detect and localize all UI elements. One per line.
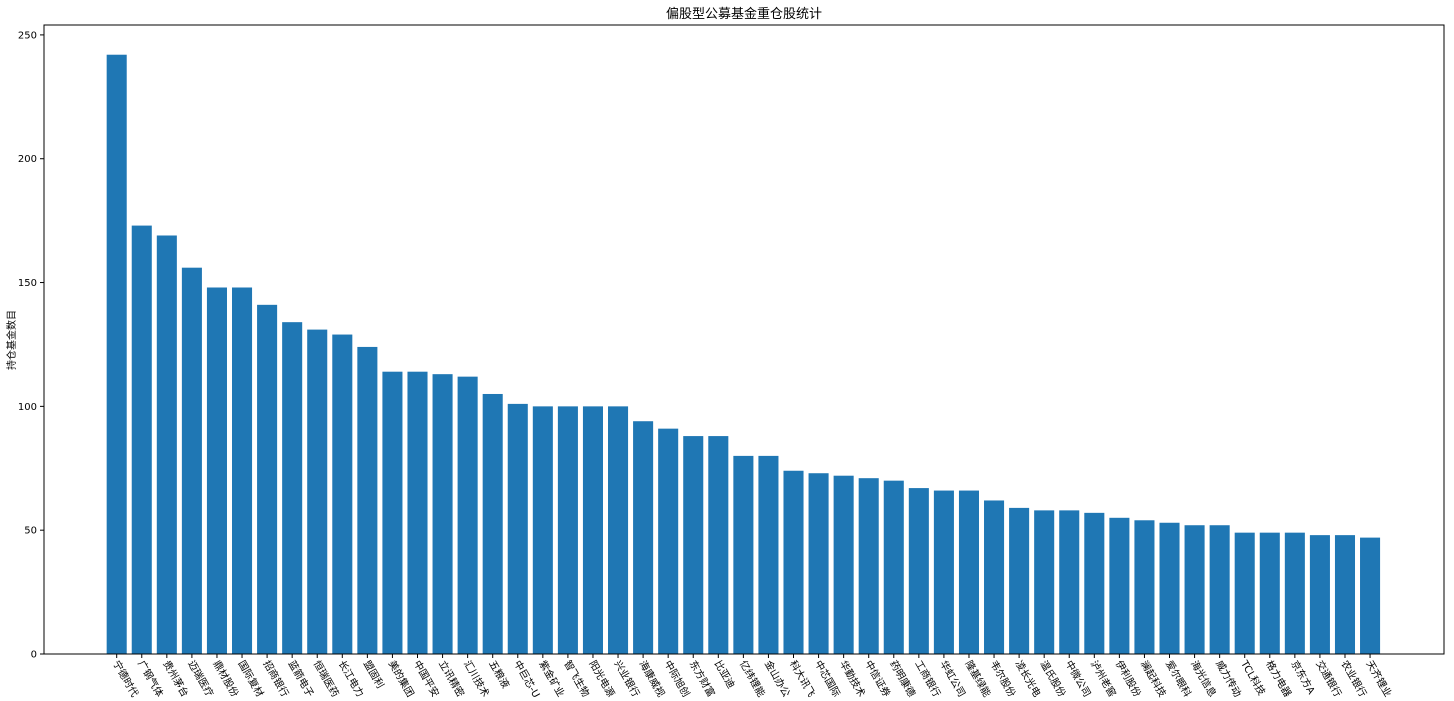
bar: [106, 54, 127, 654]
bar: [432, 374, 453, 654]
bar: [758, 455, 779, 654]
y-tick-label: 200: [18, 154, 37, 165]
bar: [332, 334, 353, 654]
bar: [733, 455, 754, 654]
bar: [1284, 532, 1305, 654]
bar: [933, 490, 954, 654]
bar: [783, 470, 804, 654]
x-tick-label: 盟固利: [361, 659, 386, 691]
bar: [1034, 510, 1055, 654]
bar: [457, 376, 478, 654]
bar: [482, 393, 503, 654]
bar: [708, 436, 729, 654]
y-tick-label: 150: [18, 278, 37, 289]
bar: [1009, 507, 1030, 654]
bar: [1084, 512, 1105, 654]
bar: [257, 304, 278, 654]
x-tick-label: 比亚迪: [712, 659, 737, 691]
y-tick-label: 0: [31, 650, 37, 661]
bar: [908, 488, 929, 654]
bar: [407, 371, 428, 654]
bar: [1360, 537, 1381, 654]
bar: [608, 406, 629, 654]
bar: [232, 287, 253, 654]
bar: [1059, 510, 1080, 654]
bar: [557, 406, 578, 654]
bar: [382, 371, 403, 654]
y-tick-label: 50: [24, 526, 37, 537]
bar: [307, 329, 328, 654]
bar: [833, 475, 854, 654]
bar: [808, 473, 829, 654]
y-tick-label: 250: [18, 30, 37, 41]
bar: [858, 478, 879, 654]
bar: [683, 436, 704, 654]
bar: [532, 406, 553, 654]
bar: [357, 346, 378, 654]
plot-frame: [43, 24, 1445, 655]
x-tick-label: 五粮液: [486, 658, 512, 690]
bar: [206, 287, 227, 654]
bar: [1334, 535, 1356, 654]
bar: [1109, 517, 1130, 654]
bar: [1134, 520, 1155, 654]
y-axis-label: 持仓基金数目: [5, 310, 18, 370]
bar: [507, 403, 528, 654]
bar: [1209, 525, 1230, 654]
bar: [1309, 535, 1330, 654]
y-tick-label: 100: [18, 402, 37, 413]
bar: [1259, 532, 1280, 654]
bar: [181, 267, 202, 654]
bar: [1159, 522, 1180, 654]
chart-title: 偏股型公募基金重仓股统计: [666, 6, 822, 22]
bar: [1184, 525, 1205, 654]
bar: [958, 490, 980, 654]
bar: [131, 225, 152, 654]
bar: [883, 480, 904, 654]
bar: [282, 322, 303, 654]
bar: [156, 235, 177, 654]
bar: [633, 421, 654, 654]
bar: [984, 500, 1005, 654]
bar: [658, 428, 679, 654]
bar: [1234, 532, 1255, 654]
bar: [582, 406, 603, 654]
